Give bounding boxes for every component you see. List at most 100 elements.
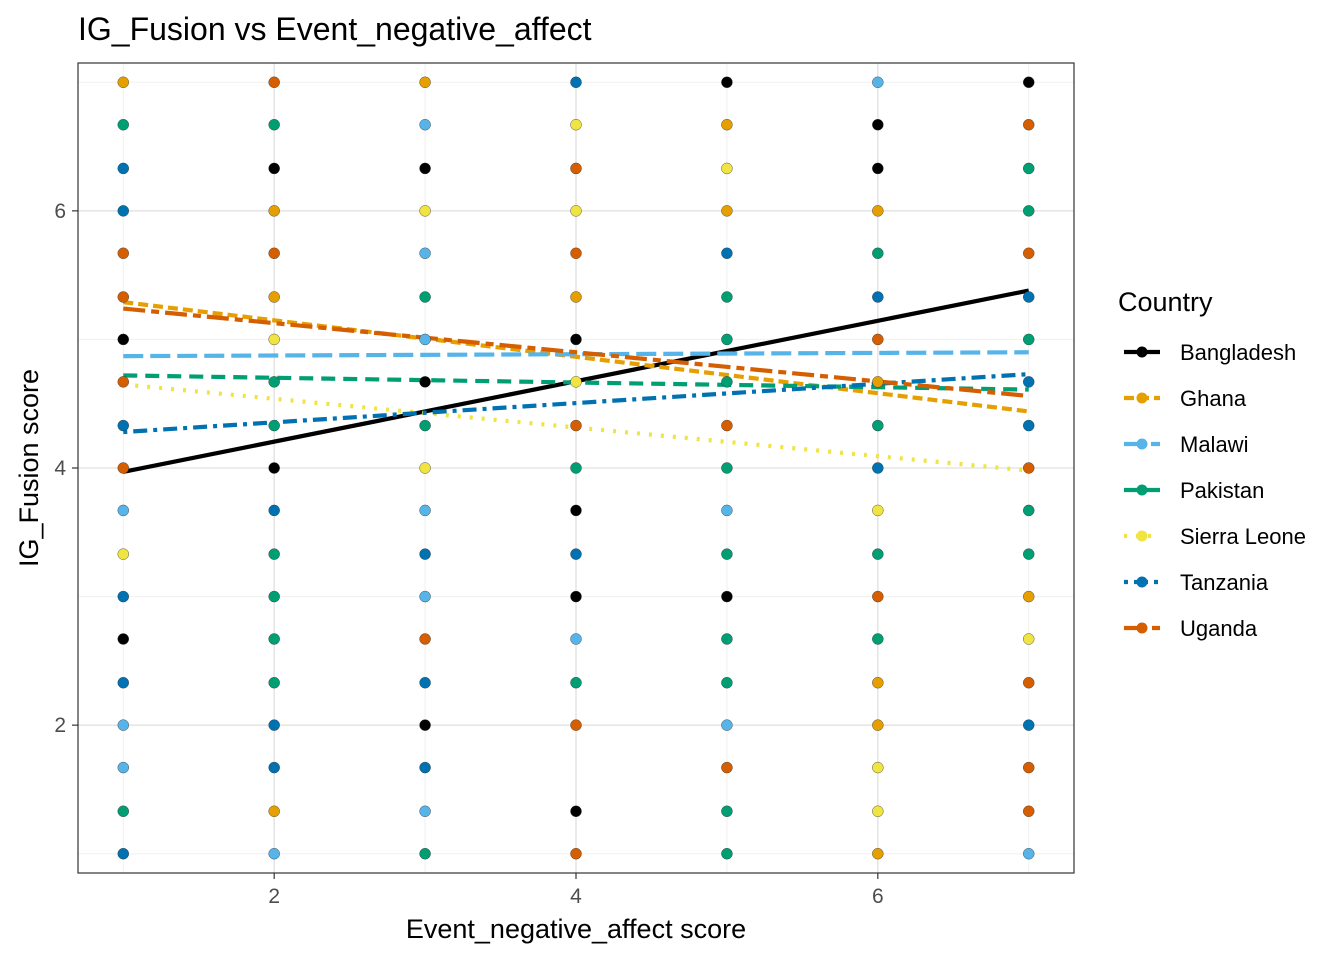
data-point <box>872 805 884 817</box>
legend-key-point-ghana <box>1136 392 1148 404</box>
legend-key-point-sierra-leone <box>1136 530 1148 542</box>
legend-key-point-tanzania <box>1136 576 1148 588</box>
data-point <box>268 462 280 474</box>
data-point <box>570 333 582 346</box>
data-points <box>117 76 1035 860</box>
data-point <box>872 504 884 517</box>
data-point <box>570 848 582 860</box>
data-point <box>419 677 431 689</box>
data-point <box>872 677 884 689</box>
data-point <box>570 504 582 517</box>
data-point <box>872 76 884 88</box>
data-point <box>1023 376 1035 388</box>
data-point <box>268 677 280 689</box>
data-point <box>721 376 733 388</box>
data-point <box>721 162 733 175</box>
data-point <box>1023 590 1035 603</box>
data-point <box>570 291 582 303</box>
legend-label-ghana: Ghana <box>1180 386 1247 411</box>
data-point <box>419 805 431 817</box>
data-point <box>570 247 582 259</box>
legend-label-bangladesh: Bangladesh <box>1180 340 1296 365</box>
data-point <box>570 462 582 474</box>
data-point <box>570 205 582 217</box>
data-point <box>268 333 280 346</box>
chart-title: IG_Fusion vs Event_negative_affect <box>78 11 592 47</box>
data-point <box>721 76 733 88</box>
data-point <box>117 205 129 217</box>
data-point <box>872 719 884 731</box>
data-point <box>570 548 582 560</box>
data-point <box>1023 548 1035 560</box>
data-point <box>721 247 733 259</box>
data-point <box>419 848 431 860</box>
data-point <box>721 848 733 860</box>
legend-key-point-malawi <box>1136 438 1148 450</box>
legend-key-point-pakistan <box>1136 484 1148 496</box>
data-point <box>872 376 884 388</box>
data-point <box>268 761 280 774</box>
data-point <box>419 247 431 259</box>
data-point <box>721 719 733 731</box>
data-point <box>419 719 431 731</box>
legend-key-point-uganda <box>1136 622 1148 634</box>
data-point <box>1023 504 1035 517</box>
data-point <box>721 805 733 817</box>
data-point <box>1023 205 1035 217</box>
data-point <box>721 419 733 432</box>
data-point <box>117 119 129 131</box>
data-point <box>268 119 280 131</box>
legend-key-point-bangladesh <box>1136 346 1148 358</box>
data-point <box>1023 462 1035 474</box>
data-point <box>721 548 733 560</box>
data-point <box>872 333 884 346</box>
data-point <box>419 291 431 303</box>
data-point <box>419 761 431 774</box>
data-point <box>872 848 884 860</box>
data-point <box>117 76 129 88</box>
trend-line-sierra-leone <box>123 382 1029 473</box>
data-point <box>117 805 129 817</box>
data-point <box>1023 162 1035 175</box>
data-point <box>721 462 733 474</box>
data-point <box>117 633 129 645</box>
data-point <box>721 205 733 217</box>
data-point <box>117 719 129 731</box>
data-point <box>1023 333 1035 346</box>
data-point <box>872 633 884 645</box>
data-point <box>1023 761 1035 774</box>
data-point <box>419 633 431 645</box>
data-point <box>721 333 733 346</box>
data-point <box>872 419 884 432</box>
data-point <box>419 119 431 131</box>
data-point <box>268 376 280 388</box>
data-point <box>721 590 733 603</box>
data-point <box>419 548 431 560</box>
trend-line-ghana <box>123 300 1029 414</box>
data-point <box>872 247 884 259</box>
data-point <box>268 548 280 560</box>
data-point <box>419 419 431 432</box>
data-point <box>1023 848 1035 860</box>
data-point <box>268 805 280 817</box>
data-point <box>117 504 129 517</box>
data-point <box>268 719 280 731</box>
data-point <box>268 76 280 88</box>
legend-label-sierra-leone: Sierra Leone <box>1180 524 1306 549</box>
data-point <box>268 247 280 259</box>
data-point <box>419 333 431 346</box>
data-point <box>117 677 129 689</box>
data-point <box>872 291 884 303</box>
data-point <box>721 633 733 645</box>
data-point <box>570 419 582 432</box>
data-point <box>872 548 884 560</box>
data-point <box>117 247 129 259</box>
data-point <box>1023 677 1035 689</box>
data-point <box>570 162 582 175</box>
legend-title: Country <box>1118 287 1213 317</box>
data-point <box>419 76 431 88</box>
data-point <box>419 205 431 217</box>
data-point <box>1023 247 1035 259</box>
trend-line-malawi <box>123 350 1029 359</box>
